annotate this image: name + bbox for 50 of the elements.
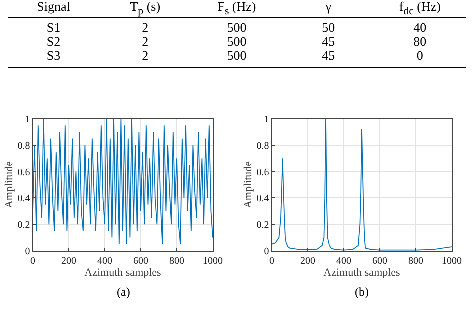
y-tick-label: 1 (25, 114, 30, 126)
x-tick-label: 600 (134, 256, 148, 267)
x-axis-title: Azimuth samples (84, 267, 162, 280)
y-tick-label: 0.8 (18, 140, 30, 152)
x-tick-label: 1000 (442, 256, 462, 267)
x-tick-label: 800 (170, 256, 184, 267)
text: 2 (141, 20, 150, 35)
line-series (272, 119, 452, 251)
x-tick-label: 800 (408, 256, 424, 267)
text: 500 (226, 48, 248, 63)
text: S1 (46, 20, 62, 35)
x-tick-label: 200 (300, 256, 316, 267)
x-tick-label: 1000 (203, 256, 223, 267)
y-tick-label: 0.2 (256, 220, 270, 232)
y-axis-title: Amplitude (3, 161, 16, 209)
text: S2 (46, 34, 62, 49)
x-tick-label: 400 (98, 256, 112, 267)
text: (b) (355, 285, 369, 299)
category-label: F$_{s}$ (Hz) (216, 0, 258, 18)
y-tick-label: 0 (264, 246, 270, 258)
x-tick-label: 400 (336, 256, 352, 267)
text: 50 (321, 20, 336, 35)
text: 2 (141, 34, 150, 49)
text: 2 (141, 48, 150, 63)
text: 45 (321, 48, 336, 63)
category-label: Signal (36, 0, 72, 16)
category-label: f$_{dc}$ (Hz) (398, 0, 442, 18)
y-tick-label: 0.8 (256, 140, 270, 152)
line-series (33, 119, 213, 245)
x-tick-label: 600 (372, 256, 388, 267)
y-tick-label: 0.4 (256, 194, 270, 205)
y-tick-label: 0 (25, 246, 30, 258)
y-tick-label: 1 (264, 114, 270, 126)
y-tick-label: 0.4 (18, 194, 30, 205)
text: (a) (117, 285, 130, 299)
text: 500 (226, 34, 248, 49)
x-axis-title: Azimuth samples (324, 267, 400, 280)
category-label: T$_{p}$ (s) (129, 0, 162, 18)
text: 45 (321, 34, 336, 49)
y-tick-label: 0.6 (18, 167, 30, 178)
text: 500 (226, 20, 248, 35)
y-axis-title: Amplitude (242, 161, 254, 209)
x-tick-label: 200 (62, 256, 76, 267)
category-label: γ (324, 0, 332, 16)
text: 0 (416, 48, 424, 63)
y-tick-label: 0.6 (256, 167, 270, 178)
text: 80 (412, 34, 428, 49)
text: S3 (46, 48, 62, 63)
y-tick-label: 0.2 (18, 220, 30, 232)
text: 40 (412, 20, 428, 35)
